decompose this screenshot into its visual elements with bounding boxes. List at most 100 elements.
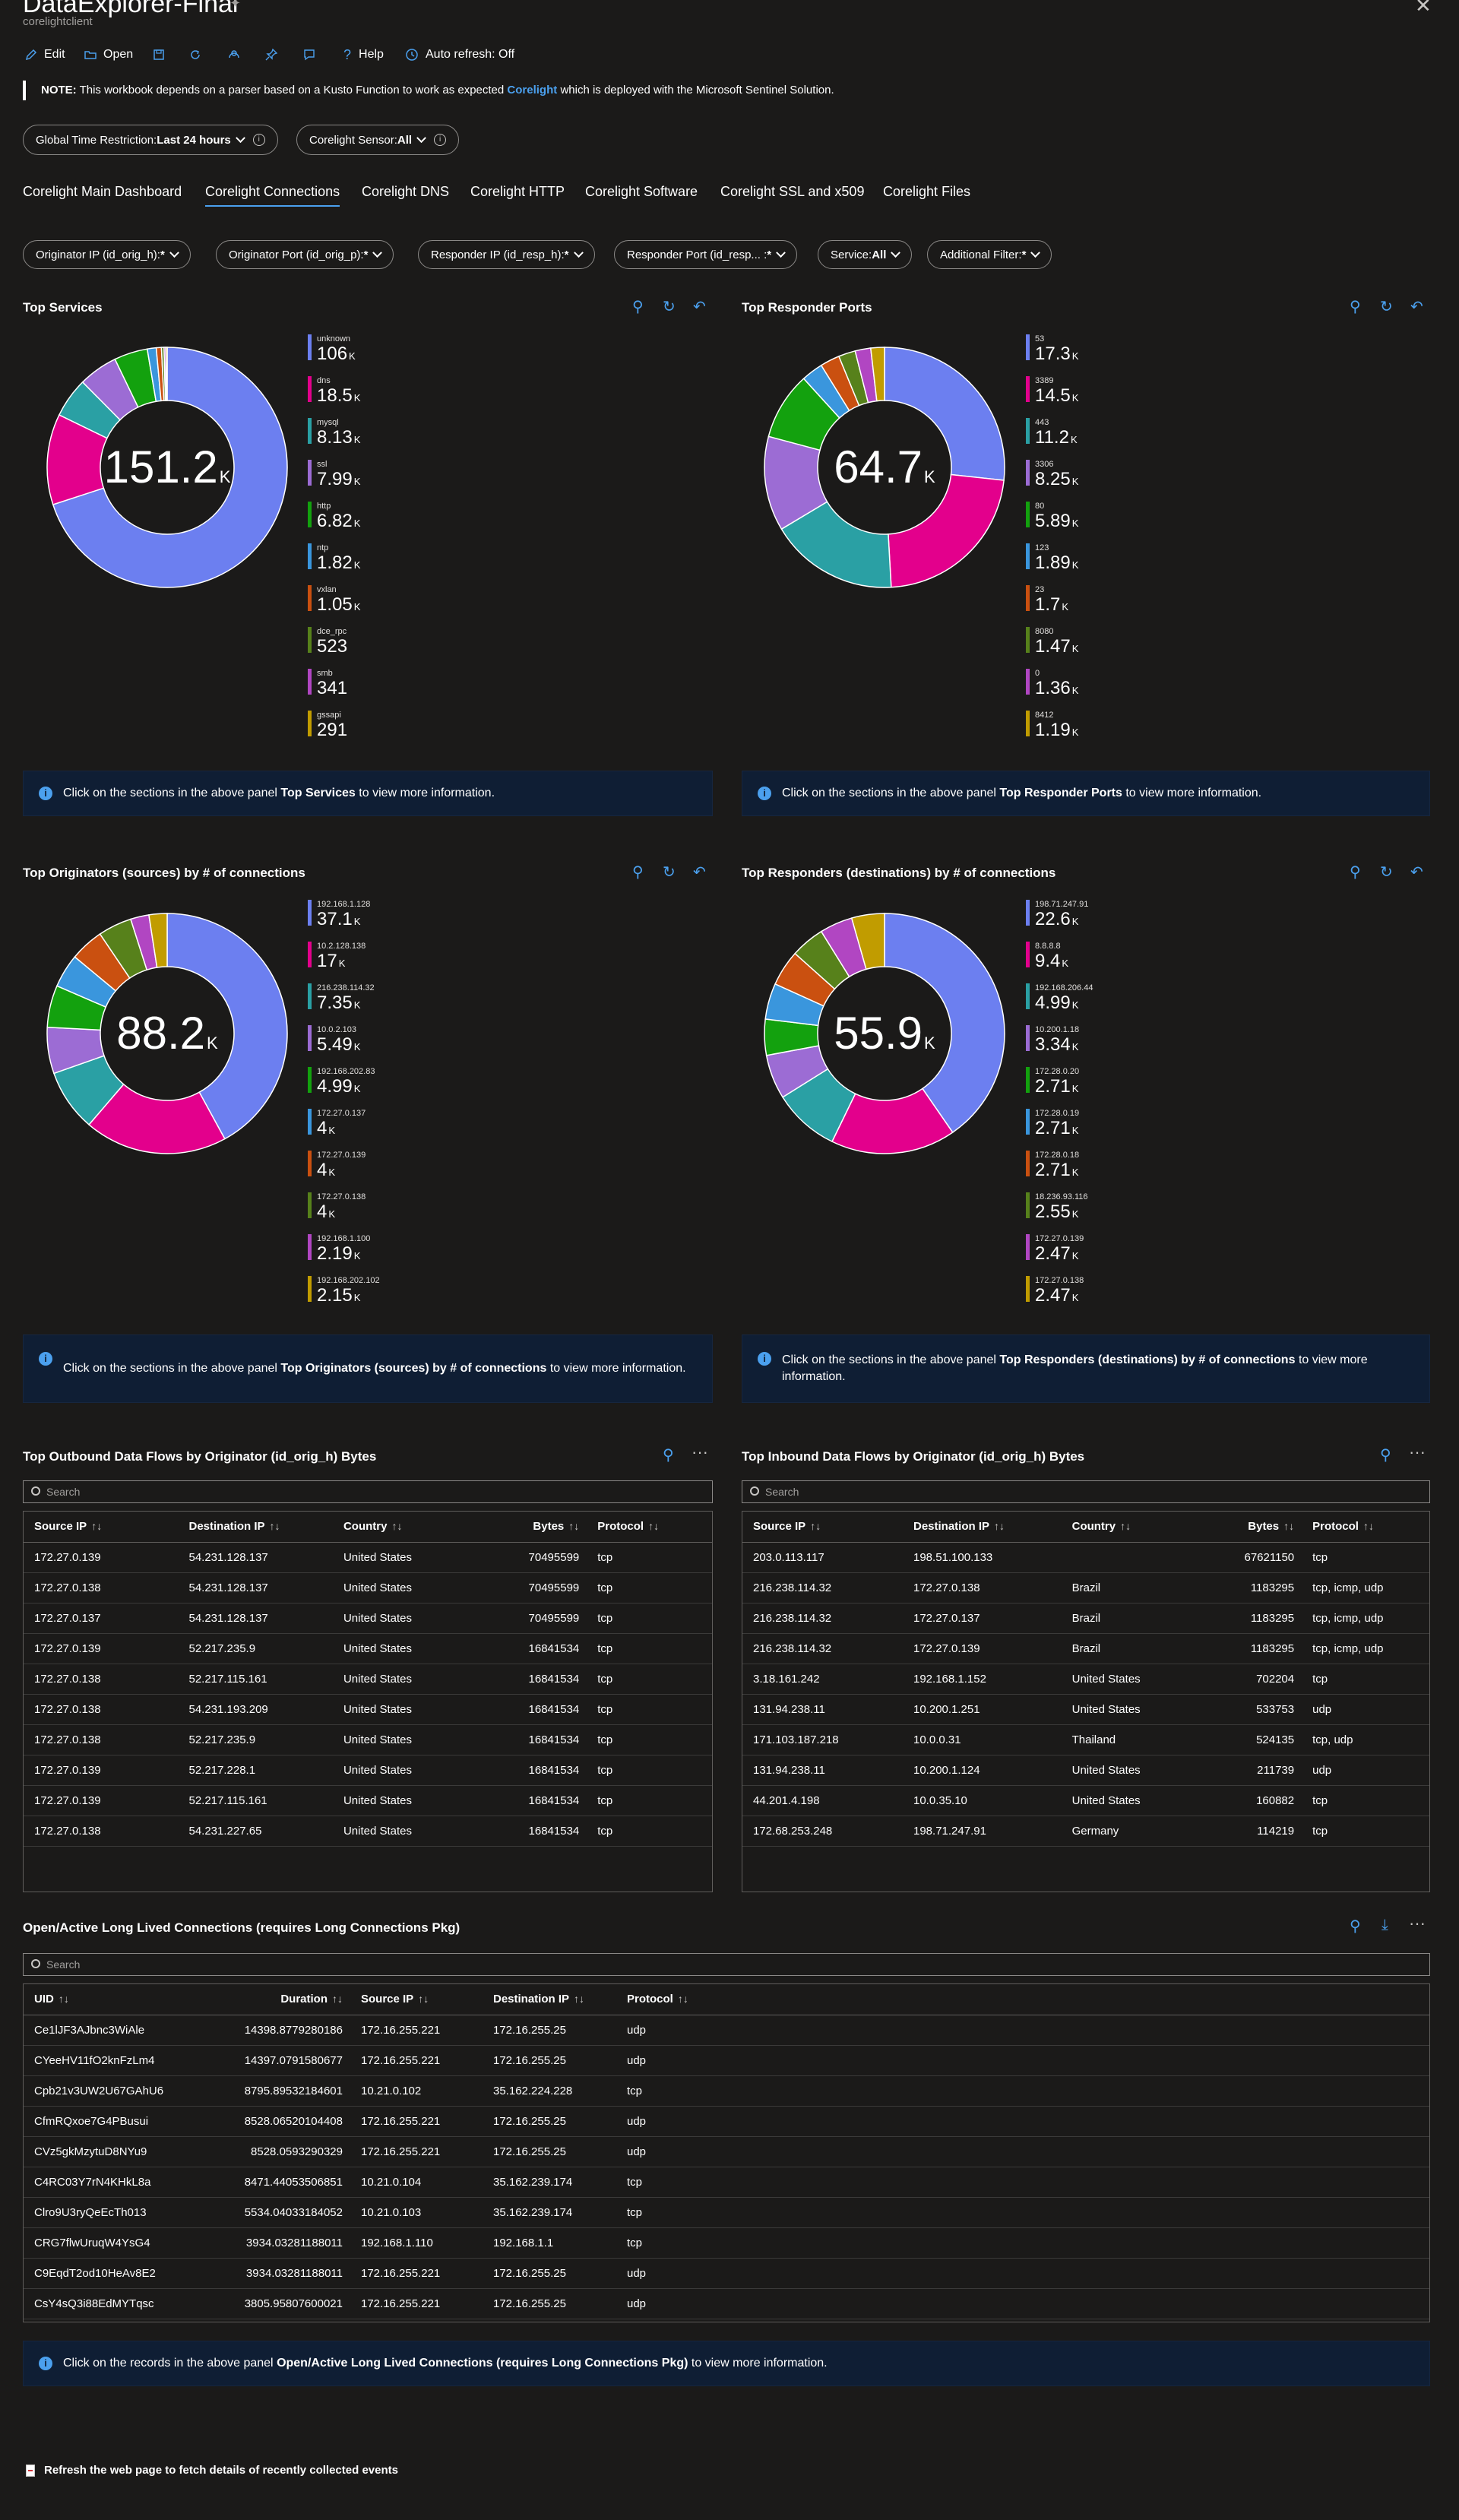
top-services-donut[interactable] <box>46 346 289 589</box>
column-header[interactable]: Protocol ↑↓ <box>587 1512 712 1543</box>
undo-icon[interactable]: ↶ <box>1410 299 1423 315</box>
column-header[interactable]: Destination IP ↑↓ <box>903 1512 1062 1543</box>
table-row[interactable]: 172.27.0.138 54.231.128.137 United States 7… <box>24 1572 712 1603</box>
sort-icon[interactable]: ↑↓ <box>58 1993 69 2006</box>
legend-item[interactable]: 8.8.8.8 9.4 K <box>1026 942 1117 972</box>
column-header[interactable]: Source IP ↑↓ <box>24 1512 179 1543</box>
pin-icon[interactable]: ⚲ <box>1380 1447 1391 1464</box>
table-row[interactable]: CRG7flwUruqW4YsG4 3934.03281188011 192.168… <box>24 2227 1429 2259</box>
sort-icon[interactable]: ↑↓ <box>994 1520 1005 1533</box>
table-row[interactable]: Cpb21v3UW2U67GAhU6 8795.89532184601 10.21.… <box>24 2075 1429 2107</box>
table-row[interactable]: 172.27.0.139 54.231.128.137 United States 7… <box>24 1542 712 1573</box>
filter-originator-ip[interactable]: Originator IP (id_orig_h): * <box>23 240 191 269</box>
legend-item[interactable]: 172.27.0.139 2.47 K <box>1026 1234 1117 1265</box>
table-row[interactable]: C4RC03Y7rN4KHkL8a 8471.44053506851 10.21.0… <box>24 2167 1429 2198</box>
close-icon[interactable]: ✕ <box>1415 0 1432 17</box>
sort-icon[interactable]: ↑↓ <box>1362 1520 1374 1533</box>
edit-button[interactable]: Edit <box>24 43 65 67</box>
table-row[interactable]: 172.27.0.137 54.231.128.137 United States 7… <box>24 1603 712 1634</box>
table-row[interactable]: 172.27.0.139 52.217.115.161 United States 1… <box>24 1785 712 1816</box>
legend-item[interactable]: 192.168.206.44 4.99 K <box>1026 983 1117 1014</box>
donut-slice-53[interactable] <box>884 347 1005 481</box>
legend-item[interactable]: 123 1.89 K <box>1026 543 1117 574</box>
table-row[interactable]: C9EqdT2od10HeAv8E2 3934.03281188011 172.16… <box>24 2258 1429 2289</box>
sort-icon[interactable]: ↑↓ <box>677 1993 688 2006</box>
outbound-search-input[interactable]: Search <box>23 1480 713 1503</box>
legend-item[interactable]: 172.27.0.138 4 K <box>308 1192 399 1223</box>
legend-item[interactable]: 10.2.128.138 17 K <box>308 942 399 972</box>
legend-item[interactable]: vxlan 1.05 K <box>308 585 399 616</box>
pin-icon[interactable]: ⚲ <box>1350 864 1361 881</box>
sort-icon[interactable]: ↑↓ <box>91 1520 103 1533</box>
filter-responder-ip[interactable]: Responder IP (id_resp_h): * <box>418 240 595 269</box>
pin-icon[interactable]: ✦ <box>229 0 242 11</box>
table-row[interactable]: CfmRQxoe7G4PBusui 8528.06520104408 172.16.… <box>24 2106 1429 2137</box>
legend-item[interactable]: 172.28.0.20 2.71 K <box>1026 1067 1117 1097</box>
legend-item[interactable]: unknown 106 K <box>308 334 399 365</box>
column-header[interactable]: Destination IP ↑↓ <box>483 1984 616 2015</box>
refresh-icon[interactable]: ↻ <box>663 864 676 881</box>
table-row[interactable]: 171.103.187.218 10.0.0.31 Thailand 524135 tc… <box>742 1724 1429 1755</box>
table-row[interactable]: 203.0.113.117 198.51.100.133 67621150 tcp <box>742 1542 1429 1573</box>
legend-item[interactable]: 53 17.3 K <box>1026 334 1117 365</box>
auto-refresh-button[interactable]: Auto refresh: Off <box>404 43 514 67</box>
table-row[interactable]: 44.201.4.198 10.0.35.10 United States 16088… <box>742 1785 1429 1816</box>
top-responder-ports-donut[interactable] <box>763 346 1006 589</box>
share-button[interactable] <box>226 43 248 67</box>
table-row[interactable]: 3.18.161.242 192.168.1.152 United States 70… <box>742 1664 1429 1695</box>
filter-responder-port[interactable]: Responder Port (id_resp... : * <box>614 240 798 269</box>
legend-item[interactable]: 172.27.0.139 4 K <box>308 1151 399 1181</box>
pin-button[interactable] <box>264 43 284 67</box>
global-time-dropdown[interactable]: Global Time Restriction: Last 24 hours i <box>23 125 278 155</box>
legend-item[interactable]: 8080 1.47 K <box>1026 627 1117 657</box>
top-originators-donut[interactable] <box>46 912 289 1155</box>
feedback-button[interactable] <box>302 43 322 67</box>
column-header[interactable]: Bytes ↑↓ <box>487 1512 587 1543</box>
pin-icon[interactable]: ⚲ <box>1350 1918 1361 1935</box>
tab-dns[interactable]: Corelight DNS <box>362 184 450 199</box>
table-row[interactable]: 131.94.238.11 10.200.1.124 United States 21… <box>742 1755 1429 1786</box>
donut-slice-unknown[interactable] <box>52 347 288 588</box>
table-row[interactable]: CsY4sQ3i88EdMYTqsc 3805.95807600021 172.16… <box>24 2288 1429 2319</box>
legend-item[interactable]: 198.71.247.91 22.6 K <box>1026 900 1117 930</box>
sort-icon[interactable]: ↑↓ <box>1283 1520 1295 1533</box>
tab-files[interactable]: Corelight Files <box>883 184 971 199</box>
legend-item[interactable]: 172.28.0.18 2.71 K <box>1026 1151 1117 1181</box>
refresh-icon[interactable]: ↻ <box>1380 299 1393 315</box>
table-row[interactable]: 172.27.0.138 54.231.227.65 United States 16… <box>24 1816 712 1847</box>
column-header[interactable]: Source IP ↑↓ <box>742 1512 903 1543</box>
pin-icon[interactable]: ⚲ <box>632 864 644 881</box>
tab-ssl-x509[interactable]: Corelight SSL and x509 <box>720 184 865 199</box>
legend-item[interactable]: 18.236.93.116 2.55 K <box>1026 1192 1117 1223</box>
column-header[interactable]: Protocol ↑↓ <box>1302 1512 1429 1543</box>
legend-item[interactable]: gssapi 291 <box>308 711 399 741</box>
tab-http[interactable]: Corelight HTTP <box>470 184 565 199</box>
sort-icon[interactable]: ↑↓ <box>418 1993 429 2006</box>
tab-main-dashboard[interactable]: Corelight Main Dashboard <box>23 184 182 199</box>
legend-item[interactable]: mysql 8.13 K <box>308 418 399 448</box>
table-row[interactable]: 172.27.0.139 52.217.228.1 United States 168… <box>24 1755 712 1786</box>
legend-item[interactable]: 23 1.7 K <box>1026 585 1117 616</box>
sort-icon[interactable]: ↑↓ <box>810 1520 821 1533</box>
column-header[interactable]: Duration ↑↓ <box>209 1984 350 2015</box>
column-header[interactable]: Destination IP ↑↓ <box>178 1512 333 1543</box>
sort-icon[interactable]: ↑↓ <box>269 1520 280 1533</box>
undo-icon[interactable]: ↶ <box>693 299 706 315</box>
donut-slice-192.168.1.128[interactable] <box>166 913 288 1140</box>
help-button[interactable]: ? Help <box>343 43 384 67</box>
tab-software[interactable]: Corelight Software <box>585 184 698 199</box>
sort-icon[interactable]: ↑↓ <box>391 1520 403 1533</box>
refresh-icon[interactable]: ↻ <box>1380 864 1393 881</box>
legend-item[interactable]: 216.238.114.32 7.35 K <box>308 983 399 1014</box>
filter-additional[interactable]: Additional Filter: * <box>927 240 1052 269</box>
pin-icon[interactable]: ⚲ <box>663 1447 674 1464</box>
top-responders-donut[interactable] <box>763 912 1006 1155</box>
legend-item[interactable]: http 6.82 K <box>308 502 399 532</box>
donut-slice-198.71.247.91[interactable] <box>884 913 1005 1134</box>
filter-originator-port[interactable]: Originator Port (id_orig_p): * <box>216 240 394 269</box>
donut-slice-gssapi[interactable] <box>165 347 168 401</box>
legend-item[interactable]: 3306 8.25 K <box>1026 460 1117 490</box>
legend-item[interactable]: ntp 1.82 K <box>308 543 399 574</box>
legend-item[interactable]: 0 1.36 K <box>1026 669 1117 699</box>
column-header[interactable]: Country ↑↓ <box>332 1512 488 1543</box>
